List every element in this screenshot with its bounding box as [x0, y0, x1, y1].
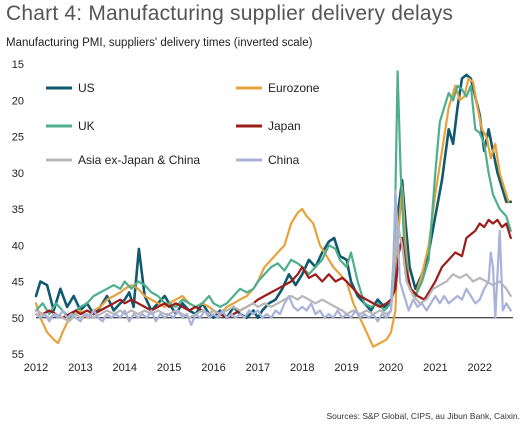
series-line-uk: [34, 70, 512, 319]
x-tick-label: 2015: [157, 362, 181, 374]
legend-label-japan: Japan: [268, 119, 301, 133]
y-tick-label: 40: [12, 240, 24, 252]
y-tick-label: 45: [12, 277, 24, 289]
y-tick-label: 55: [12, 349, 24, 361]
chart-subtitle: Manufacturing PMI, suppliers' delivery t…: [6, 37, 313, 49]
legend-label-china: China: [268, 153, 300, 167]
series-line-asia-ex-japan-china: [34, 222, 512, 323]
x-tick-label: 2018: [290, 362, 314, 374]
y-tick-label: 30: [12, 168, 24, 180]
x-tick-label: 2012: [24, 362, 48, 374]
x-tick-label: 2013: [68, 362, 92, 374]
x-tick-label: 2021: [423, 362, 447, 374]
series-line-us: [34, 73, 513, 320]
x-tick-label: 2016: [201, 362, 225, 374]
x-tick-label: 2014: [113, 362, 137, 374]
x-tick-label: 2020: [379, 362, 403, 374]
series-line-china: [34, 189, 512, 327]
y-tick-label: 50: [12, 313, 24, 325]
series-line-eurozone: [34, 77, 510, 348]
legend-label-asia-ex-japan-china: Asia ex-Japan & China: [78, 153, 200, 167]
y-tick-label: 35: [12, 204, 24, 216]
y-tick-label: 20: [12, 95, 24, 107]
legend-label-us: US: [78, 81, 95, 95]
x-tick-label: 2017: [246, 362, 270, 374]
y-tick-label: 25: [12, 132, 24, 144]
legend-label-uk: UK: [78, 119, 95, 133]
page-title: Chart 4: Manufacturing supplier delivery…: [6, 2, 454, 25]
legend-label-eurozone: Eurozone: [268, 81, 320, 95]
series-line-japan: [34, 218, 512, 319]
y-tick-label: 15: [12, 59, 24, 71]
x-tick-label: 2019: [334, 362, 358, 374]
source-note: Sources: S&P Global, CIPS, au Jibun Bank…: [326, 411, 520, 421]
x-tick-label: 2022: [467, 362, 491, 374]
